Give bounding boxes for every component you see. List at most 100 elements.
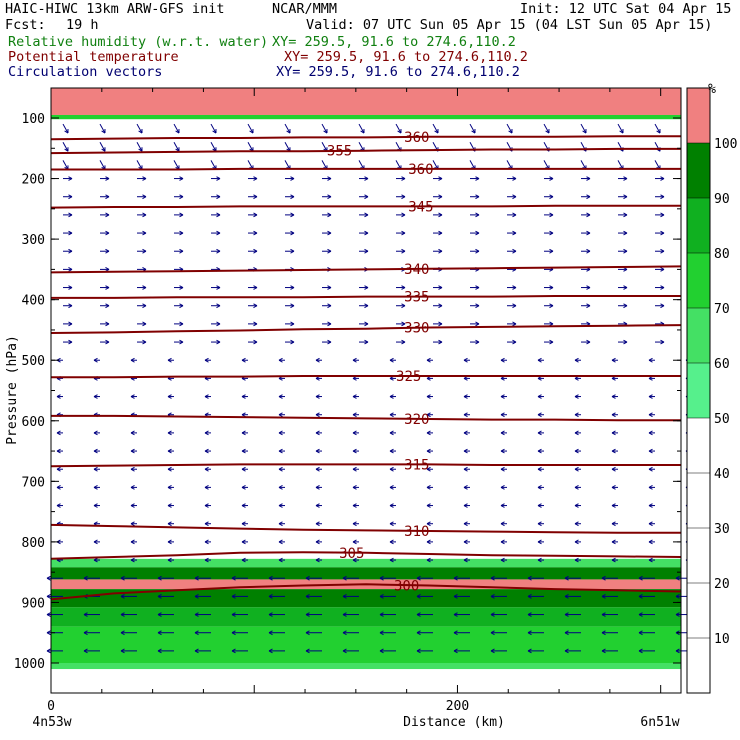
vector-492 bbox=[268, 612, 285, 617]
y-tick-label-200: 200 bbox=[22, 173, 45, 188]
vector-225 bbox=[396, 339, 406, 345]
vector-538 bbox=[638, 648, 655, 654]
vector-280 bbox=[426, 394, 433, 399]
vector-81 bbox=[396, 194, 406, 200]
vector-426 bbox=[500, 539, 507, 545]
vector-511 bbox=[305, 630, 322, 636]
vector-316 bbox=[426, 430, 433, 436]
colorbar-tick-20: 20 bbox=[714, 577, 730, 592]
field-vector-name: Circulation vectors bbox=[8, 64, 163, 80]
vector-172 bbox=[433, 285, 443, 290]
vector-472 bbox=[194, 594, 211, 599]
vector-241 bbox=[315, 357, 322, 363]
vector-37 bbox=[99, 160, 106, 170]
vector-412 bbox=[648, 521, 655, 527]
vector-522 bbox=[46, 648, 63, 654]
vector-120 bbox=[507, 230, 517, 236]
vector-55 bbox=[100, 176, 110, 181]
vector-239 bbox=[241, 357, 248, 363]
y-tick-label-600: 600 bbox=[22, 415, 45, 430]
vector-145 bbox=[100, 267, 110, 272]
vector-447 bbox=[611, 557, 618, 563]
vector-409 bbox=[537, 521, 544, 527]
vector-102 bbox=[507, 212, 517, 218]
vector-141 bbox=[618, 248, 628, 254]
vector-530 bbox=[342, 648, 359, 654]
vector-350 bbox=[352, 466, 359, 472]
vector-138 bbox=[507, 248, 517, 254]
vector-11 bbox=[469, 123, 476, 134]
vector-343 bbox=[93, 466, 100, 472]
vector-36 bbox=[62, 160, 69, 170]
vector-390 bbox=[500, 503, 507, 508]
vector-250 bbox=[648, 357, 655, 363]
vector-331 bbox=[315, 448, 322, 454]
vector-501 bbox=[601, 612, 618, 617]
vector-532 bbox=[416, 648, 433, 654]
vector-59 bbox=[248, 176, 258, 181]
vector-349 bbox=[315, 466, 322, 472]
vector-244 bbox=[426, 357, 433, 363]
vector-527 bbox=[231, 648, 248, 654]
vector-202 bbox=[211, 321, 221, 327]
vector-167 bbox=[248, 285, 258, 290]
vector-164 bbox=[137, 285, 147, 290]
vector-228 bbox=[507, 339, 517, 345]
vector-196 bbox=[655, 303, 665, 309]
vector-486 bbox=[46, 612, 63, 617]
vector-129 bbox=[174, 248, 184, 254]
vector-94 bbox=[211, 212, 221, 218]
theta-contour-330 bbox=[50, 324, 682, 334]
vector-443 bbox=[463, 557, 470, 563]
vector-19 bbox=[99, 141, 106, 152]
rh-band-8 bbox=[51, 663, 681, 670]
y-tick-label-500: 500 bbox=[22, 354, 45, 369]
vector-205 bbox=[322, 321, 332, 327]
vector-410 bbox=[574, 521, 581, 527]
vector-93 bbox=[174, 212, 184, 218]
theta-label-340: 340 bbox=[404, 262, 429, 278]
theta-label-300: 300 bbox=[394, 578, 419, 594]
vector-223 bbox=[322, 339, 332, 345]
vector-185 bbox=[248, 303, 258, 309]
vector-115 bbox=[322, 230, 332, 236]
vector-92 bbox=[137, 212, 147, 218]
vector-481 bbox=[527, 594, 544, 599]
theta-label-320: 320 bbox=[404, 412, 429, 428]
field-rh-name: Relative humidity (w.r.t. water) bbox=[8, 34, 269, 50]
vector-88 bbox=[655, 194, 665, 200]
vector-281 bbox=[463, 394, 470, 399]
vector-384 bbox=[278, 503, 285, 508]
vector-160 bbox=[655, 267, 665, 272]
vector-193 bbox=[544, 303, 554, 309]
vector-286 bbox=[648, 394, 655, 399]
vector-493 bbox=[305, 612, 322, 617]
vector-319 bbox=[537, 430, 544, 436]
vector-520 bbox=[638, 630, 655, 636]
vector-260 bbox=[352, 376, 359, 381]
vector-272 bbox=[130, 394, 137, 399]
vector-170 bbox=[359, 285, 369, 290]
rh-band-2 bbox=[51, 558, 681, 568]
vector-327 bbox=[167, 448, 174, 454]
vector-109 bbox=[100, 230, 110, 236]
right-endpoint-label: 6n51w bbox=[640, 715, 679, 730]
vector-123 bbox=[618, 230, 628, 236]
vector-399 bbox=[167, 521, 174, 527]
vector-90 bbox=[63, 212, 73, 218]
theta-contour-355 bbox=[50, 147, 681, 155]
vector-535 bbox=[527, 648, 544, 654]
vector-465 bbox=[601, 575, 618, 581]
vector-514 bbox=[416, 630, 433, 636]
vector-23 bbox=[247, 141, 254, 152]
rh-band-0 bbox=[51, 88, 681, 115]
vector-144 bbox=[63, 267, 73, 272]
vector-263 bbox=[463, 376, 470, 381]
vector-470 bbox=[120, 594, 137, 599]
vector-118 bbox=[433, 230, 443, 236]
y-tick-label-1000: 1000 bbox=[14, 657, 45, 672]
vector-479 bbox=[453, 594, 470, 599]
theta-contour-345 bbox=[50, 204, 681, 209]
vector-217 bbox=[100, 339, 110, 345]
vector-489 bbox=[157, 612, 174, 617]
